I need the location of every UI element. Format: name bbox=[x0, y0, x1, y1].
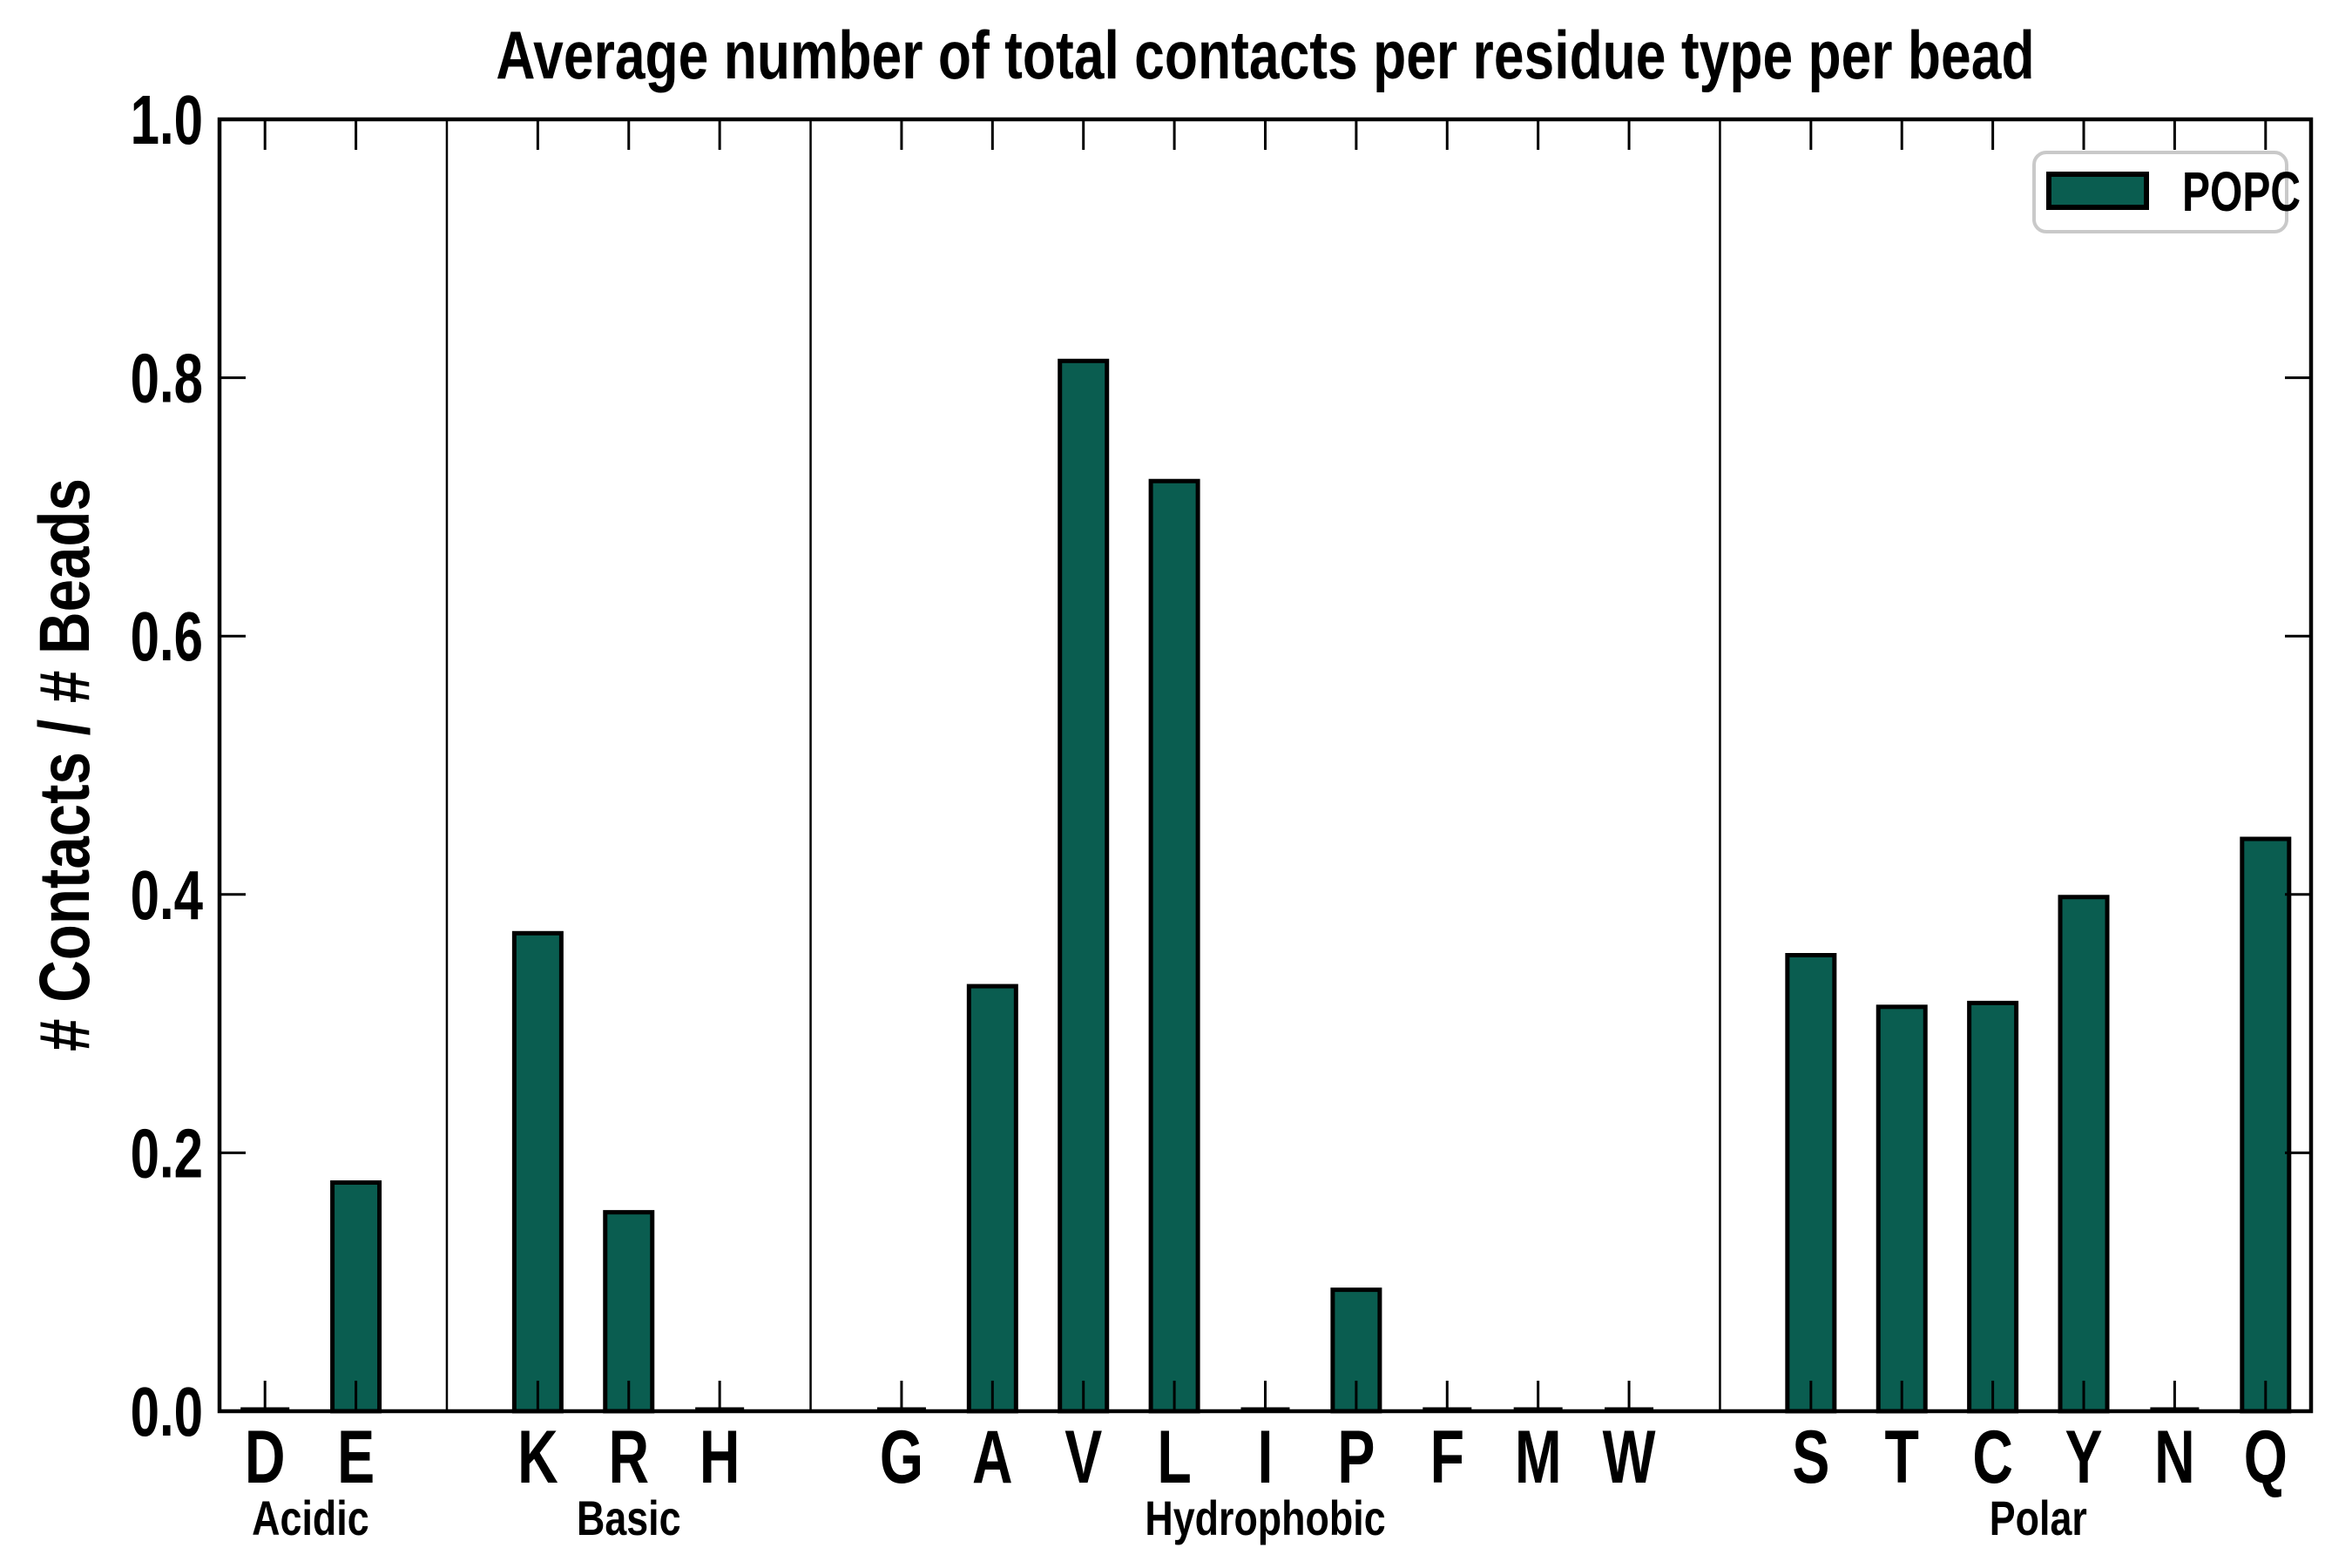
x-tick-label-F: F bbox=[1430, 1416, 1464, 1499]
x-tick-label-P: P bbox=[1337, 1416, 1375, 1499]
y-tick-label-0.0: 0.0 bbox=[131, 1373, 203, 1450]
legend-swatch-popc bbox=[2046, 172, 2149, 210]
x-tick-label-I: I bbox=[1258, 1416, 1274, 1499]
x-tick-label-A: A bbox=[972, 1416, 1013, 1499]
x-tick-label-M: M bbox=[1515, 1416, 1562, 1499]
x-tick-label-T: T bbox=[1885, 1416, 1919, 1499]
x-tick-label-E: E bbox=[337, 1416, 375, 1499]
x-tick-label-K: K bbox=[517, 1416, 558, 1499]
bar-C bbox=[1967, 1000, 2019, 1414]
bar-S bbox=[1785, 953, 1837, 1414]
group-label-polar: Polar bbox=[1990, 1490, 2087, 1545]
y-tick-label-0.4: 0.4 bbox=[131, 855, 203, 933]
bar-A bbox=[966, 983, 1018, 1414]
x-tick-label-S: S bbox=[1792, 1416, 1829, 1499]
plot-frame bbox=[217, 117, 2314, 1414]
x-tick-label-H: H bbox=[700, 1416, 740, 1499]
legend-label-popc: POPC bbox=[2182, 160, 2301, 223]
x-tick-label-Y: Y bbox=[2065, 1416, 2103, 1499]
chart-title: Average number of total contacts per res… bbox=[496, 17, 2035, 93]
y-tick-label-0.2: 0.2 bbox=[131, 1114, 203, 1192]
group-label-hydrophobic: Hydrophobic bbox=[1145, 1490, 1385, 1545]
bar-K bbox=[511, 930, 564, 1414]
bar-Y bbox=[2058, 895, 2110, 1414]
x-tick-label-W: W bbox=[1603, 1416, 1656, 1499]
x-tick-label-C: C bbox=[1972, 1416, 2013, 1499]
x-tick-label-L: L bbox=[1157, 1416, 1191, 1499]
y-tick-label-0.8: 0.8 bbox=[131, 339, 203, 416]
y-tick-label-0.6: 0.6 bbox=[131, 598, 203, 675]
y-axis-label: # Contacts / # Beads bbox=[25, 478, 105, 1051]
group-label-acidic: Acidic bbox=[252, 1490, 368, 1545]
x-tick-label-D: D bbox=[245, 1416, 286, 1499]
bar-E bbox=[330, 1180, 382, 1414]
y-tick-label-1.0: 1.0 bbox=[131, 81, 203, 159]
bar-V bbox=[1058, 358, 1110, 1414]
bar-L bbox=[1148, 478, 1200, 1414]
legend: POPC bbox=[2032, 151, 2301, 233]
bar-R bbox=[603, 1210, 655, 1414]
group-label-basic: Basic bbox=[577, 1490, 681, 1545]
x-tick-label-R: R bbox=[608, 1416, 649, 1499]
x-tick-label-N: N bbox=[2154, 1416, 2195, 1499]
bar-Q bbox=[2240, 836, 2292, 1414]
bar-T bbox=[1876, 1004, 1928, 1414]
x-tick-label-V: V bbox=[1064, 1416, 1102, 1499]
x-tick-label-G: G bbox=[880, 1416, 923, 1499]
x-tick-label-Q: Q bbox=[2244, 1416, 2288, 1499]
